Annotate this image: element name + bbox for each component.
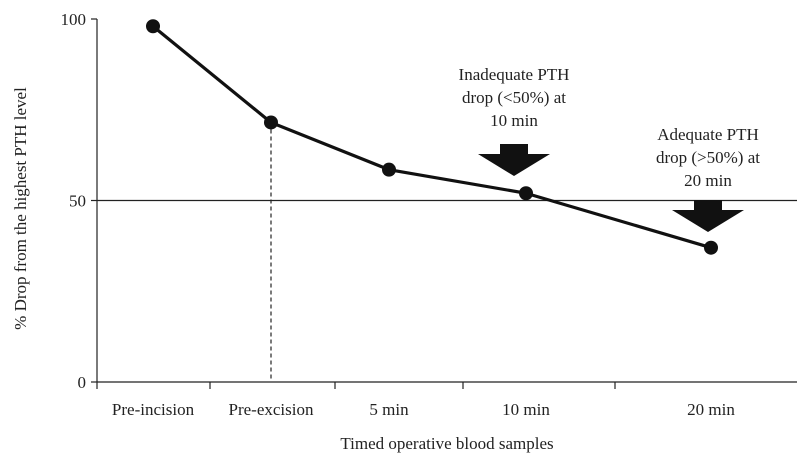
reference-lines — [97, 122, 797, 382]
annotation-arrow-icon — [478, 144, 550, 176]
series — [146, 19, 718, 255]
annotation-text: Inadequate PTH — [459, 65, 570, 84]
y-tick-label: 100 — [61, 10, 87, 29]
y-tick-label: 0 — [78, 373, 87, 392]
data-point — [382, 162, 396, 177]
y-tick-label: 50 — [69, 192, 86, 211]
x-axis-title: Timed operative blood samples — [340, 434, 553, 453]
data-point — [519, 186, 533, 201]
x-tick-label: Pre-incision — [112, 400, 195, 419]
y-axis-title: % Drop from the highest PTH level — [11, 87, 30, 330]
data-point — [704, 240, 718, 255]
annotation-text: drop (<50%) at — [462, 88, 566, 107]
annotations: Inadequate PTH drop (<50%) at 10 min Adequa… — [459, 65, 760, 232]
annotation-text: Adequate PTH — [657, 125, 759, 144]
labels: 0 50 100 Pre-incision Pre-excision 5 min 10 mi… — [11, 10, 735, 453]
x-tick-label: 10 min — [502, 400, 550, 419]
annotation-text: 20 min — [684, 171, 732, 190]
axes — [91, 18, 797, 389]
series-line — [151, 25, 712, 250]
x-tick-label: 5 min — [369, 400, 409, 419]
annotation-arrow-icon — [672, 200, 744, 232]
annotation-text: drop (>50%) at — [656, 148, 760, 167]
data-point — [146, 19, 160, 34]
x-tick-label: 20 min — [687, 400, 735, 419]
annotation-text: 10 min — [490, 111, 538, 130]
data-point — [264, 115, 278, 130]
x-tick-label: Pre-excision — [229, 400, 314, 419]
